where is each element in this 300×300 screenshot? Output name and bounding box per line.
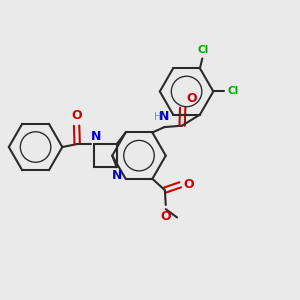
Text: N: N	[159, 110, 169, 123]
Text: O: O	[71, 109, 82, 122]
Text: O: O	[187, 92, 197, 105]
Text: Cl: Cl	[197, 45, 208, 55]
Text: Cl: Cl	[227, 86, 239, 97]
Text: N: N	[91, 130, 101, 143]
Text: O: O	[160, 210, 171, 223]
Text: N: N	[112, 169, 122, 182]
Text: H: H	[154, 112, 161, 122]
Text: O: O	[183, 178, 194, 191]
